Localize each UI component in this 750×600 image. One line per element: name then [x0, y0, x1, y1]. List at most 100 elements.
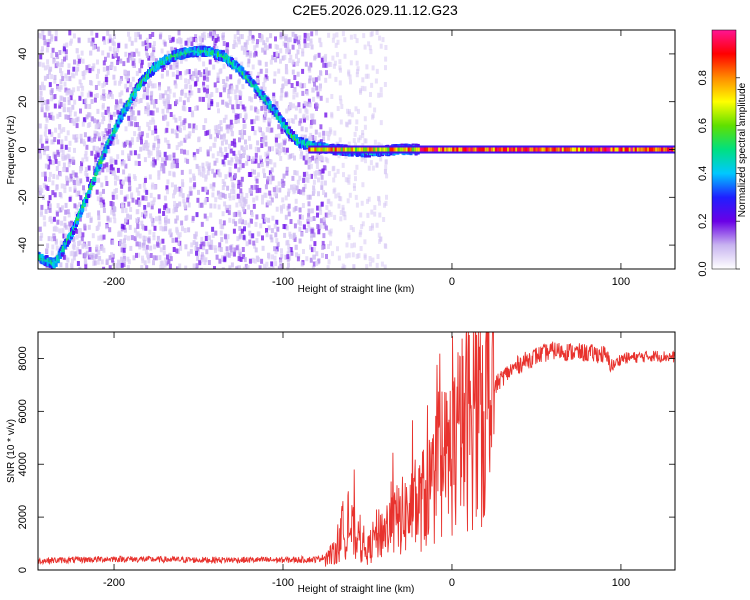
heatmap-cell [157, 143, 160, 149]
heatmap-cell [146, 252, 149, 258]
heatmap-cell [348, 192, 352, 198]
heatmap-cell [112, 214, 116, 219]
heatmap-cell [297, 39, 300, 45]
heatmap-cell [282, 203, 286, 209]
heatmap-cell [212, 64, 216, 70]
heatmap-cell [85, 114, 89, 120]
heatmap-cell [168, 253, 172, 259]
heatmap-cell [237, 63, 241, 68]
colorbar-tick-label: 0.0 [697, 261, 709, 276]
heatmap-cell [79, 178, 83, 184]
heatmap-cell [40, 143, 44, 149]
heatmap-cell [114, 180, 117, 186]
heatmap-cell [265, 37, 269, 43]
heatmap-cell [273, 71, 277, 77]
heatmap-cell [269, 179, 273, 185]
heatmap-cell [354, 50, 358, 56]
heatmap-cell [240, 45, 244, 51]
heatmap-cell [307, 141, 311, 146]
heatmap-cell [230, 189, 233, 195]
heatmap-cell [192, 240, 196, 246]
heatmap-cell [194, 231, 198, 237]
heatmap-cell [126, 219, 130, 225]
heatmap-cell [355, 60, 359, 66]
heatmap-cell [243, 149, 246, 155]
heatmap-cell [257, 59, 261, 65]
heatmap-cell [191, 76, 194, 82]
heatmap-cell [111, 135, 115, 140]
heatmap-cell [200, 49, 204, 54]
heatmap-cell [201, 252, 204, 258]
heatmap-cell [280, 92, 284, 98]
heatmap-cell [292, 189, 296, 195]
heatmap-cell [96, 59, 99, 65]
heatmap-cell [92, 255, 96, 261]
heatmap-cell [284, 81, 288, 87]
heatmap-cell [270, 197, 274, 203]
heatmap-cell [97, 80, 101, 86]
heatmap-cell [39, 235, 43, 241]
heatmap-cell [255, 42, 259, 48]
heatmap-cell [108, 265, 112, 269]
heatmap-cell [302, 224, 306, 230]
heatmap-cell [224, 146, 228, 152]
heatmap-cell [180, 148, 183, 154]
heatmap-cell [47, 164, 51, 170]
heatmap-cell [315, 164, 319, 169]
heatmap-cell [334, 42, 338, 48]
heatmap-cell [315, 30, 318, 36]
heatmap-cell [315, 85, 319, 91]
heatmap-cell [164, 90, 168, 96]
heatmap-cell [273, 255, 277, 261]
heatmap-cell [383, 202, 386, 208]
heatmap-cell [535, 147, 539, 152]
heatmap-cell [230, 140, 234, 146]
heatmap-cell [218, 258, 222, 264]
heatmap-cell [219, 191, 223, 197]
heatmap-cell [245, 241, 249, 247]
heatmap-cell [256, 231, 260, 237]
heatmap-cell [152, 41, 156, 47]
heatmap-cell [254, 184, 258, 190]
heatmap-cell [300, 232, 304, 237]
heatmap-cell [147, 125, 151, 131]
heatmap-cell [293, 223, 297, 229]
heatmap-cell [192, 71, 196, 77]
heatmap-cell [146, 102, 150, 108]
heatmap-cell [378, 200, 381, 206]
heatmap-cell [168, 35, 172, 40]
heatmap-cell [345, 121, 348, 127]
heatmap-cell [376, 254, 380, 259]
heatmap-cell [222, 117, 226, 123]
heatmap-cell [301, 214, 304, 220]
heatmap-cell [88, 246, 92, 252]
top-y-axis-label: Frequency (Hz) [6, 116, 17, 185]
heatmap-cell [132, 174, 136, 180]
heatmap-cell [191, 128, 195, 134]
heatmap-cell [345, 253, 349, 259]
heatmap-cell [199, 202, 203, 208]
heatmap-cell [104, 175, 108, 181]
heatmap-cell [56, 113, 60, 119]
heatmap-cell [96, 146, 99, 152]
heatmap-cell [206, 76, 210, 82]
heatmap-cell [314, 173, 318, 179]
heatmap-cell [216, 58, 220, 64]
heatmap-cell [602, 147, 606, 152]
heatmap-cell [298, 207, 302, 213]
heatmap-cell [65, 42, 69, 48]
heatmap-cell [247, 204, 251, 210]
heatmap-cell [152, 232, 156, 237]
heatmap-cell [47, 200, 51, 206]
heatmap-cell [351, 252, 355, 258]
heatmap-cell [205, 74, 208, 80]
heatmap-cell [56, 85, 60, 91]
heatmap-cell [358, 232, 362, 238]
heatmap-cell [324, 192, 328, 198]
heatmap-cell [334, 193, 338, 199]
heatmap-cell [204, 130, 208, 136]
heatmap-cell [93, 44, 96, 50]
heatmap-cell [232, 44, 236, 49]
heatmap-cell [242, 118, 246, 123]
heatmap-cell [663, 147, 667, 152]
